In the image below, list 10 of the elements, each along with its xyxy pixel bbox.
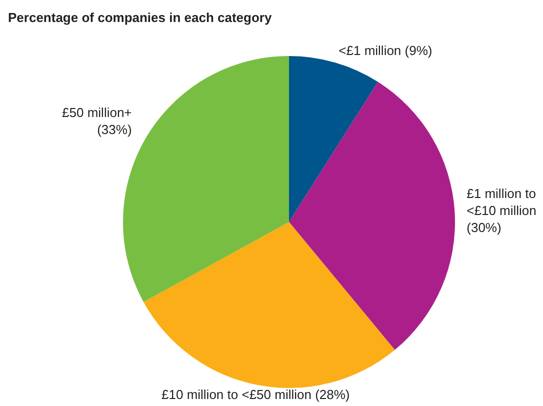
slice-label: £1 million to <£10 million xyxy=(466,186,536,218)
data-label: (30%) xyxy=(466,220,502,236)
pie-slice xyxy=(144,222,395,388)
chart-title: Percentage of companies in each category xyxy=(8,10,272,25)
slice-label: £50 million+ xyxy=(62,105,132,120)
data-label: (33%) xyxy=(97,122,132,138)
pie-slice xyxy=(289,56,378,222)
pie-slice xyxy=(289,82,455,350)
slice-label: <£1 million (9%) xyxy=(338,43,432,58)
slice-label: £10 million to <£50 million (28%) xyxy=(162,386,350,402)
